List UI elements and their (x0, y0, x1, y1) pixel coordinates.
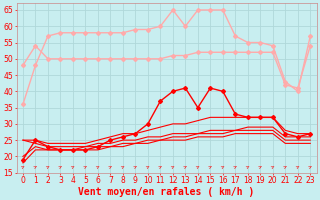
X-axis label: Vent moyen/en rafales ( km/h ): Vent moyen/en rafales ( km/h ) (78, 187, 255, 197)
